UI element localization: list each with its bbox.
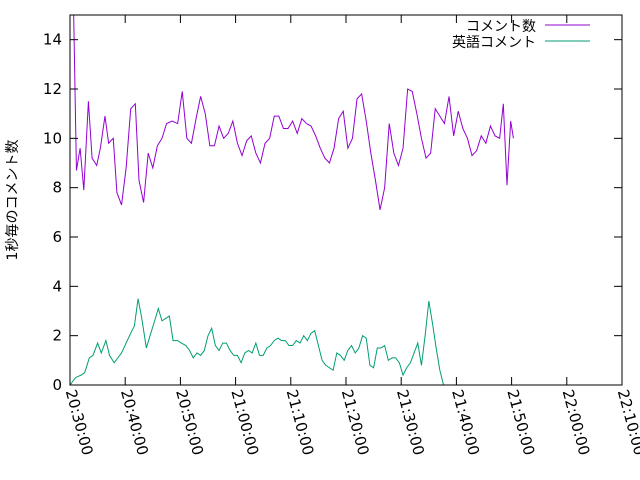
y-axis-label: 1秒毎のコメント数 <box>5 140 21 261</box>
legend: コメント数 英語コメント <box>452 19 590 51</box>
y-tick-label: 8 <box>52 179 62 197</box>
y-tick-label: 4 <box>52 277 62 295</box>
legend-label-english: 英語コメント <box>452 34 536 51</box>
y-tick-label: 2 <box>52 327 62 345</box>
series-line-total <box>70 14 514 210</box>
y-tick-label: 6 <box>52 228 62 246</box>
y-tick-label: 12 <box>43 80 62 98</box>
y-tick-label: 10 <box>43 129 62 147</box>
y-axis: 0 2 4 6 8 10 12 14 <box>43 31 622 394</box>
series-line-english <box>69 298 445 386</box>
legend-label-total: コメント数 <box>466 19 536 35</box>
y-tick-label: 14 <box>43 31 62 49</box>
y-tick-label: 0 <box>52 376 62 394</box>
series-layer <box>69 14 514 386</box>
